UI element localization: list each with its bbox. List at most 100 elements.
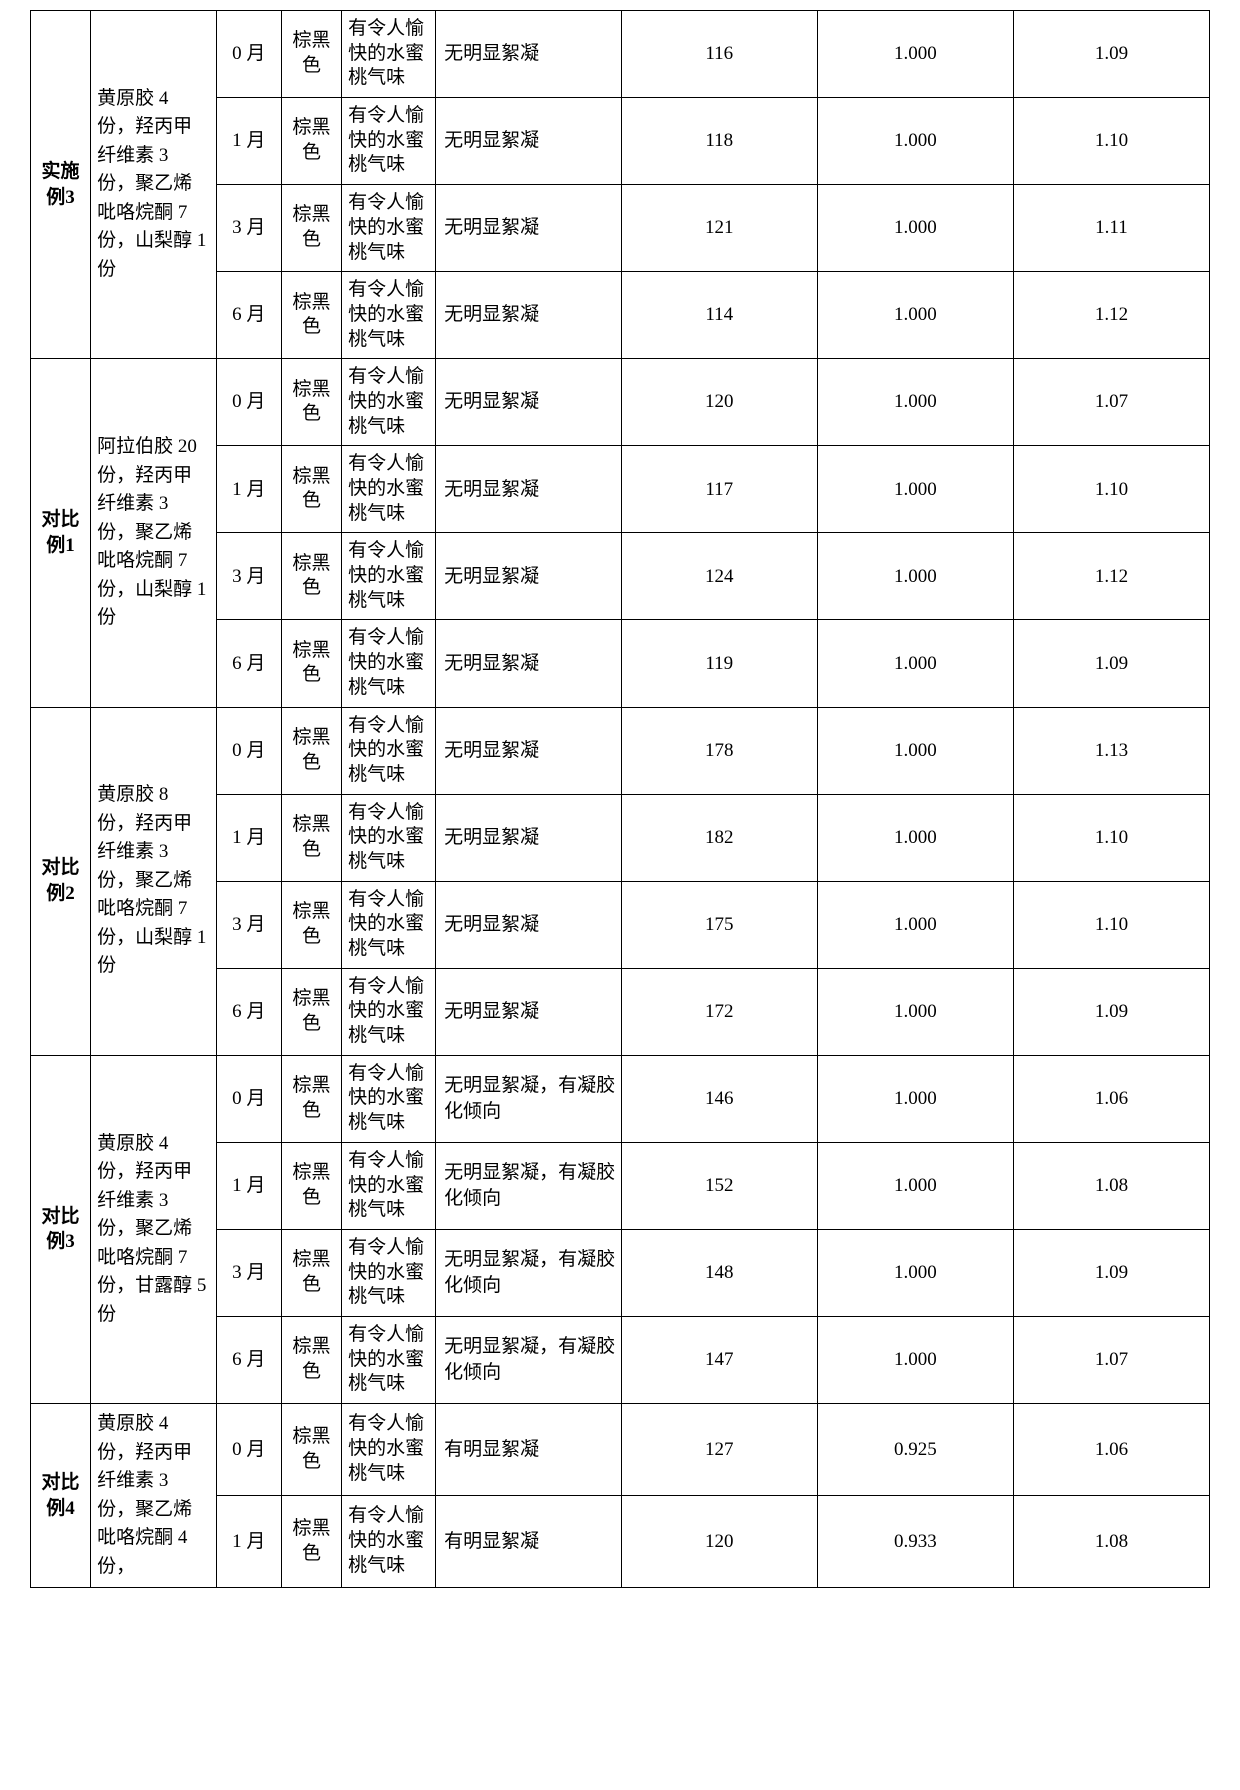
color-cell: 棕黑色 xyxy=(281,533,341,620)
value2-cell: 1.000 xyxy=(817,707,1013,794)
value1-cell: 121 xyxy=(621,185,817,272)
value2-cell: 1.000 xyxy=(817,1142,1013,1229)
state-cell: 无明显絮凝 xyxy=(436,533,622,620)
smell-cell: 有令人愉快的水蜜桃气味 xyxy=(342,1055,436,1142)
value3-cell: 1.10 xyxy=(1013,881,1209,968)
value2-cell: 1.000 xyxy=(817,794,1013,881)
value1-cell: 127 xyxy=(621,1404,817,1496)
value1-cell: 120 xyxy=(621,359,817,446)
smell-cell: 有令人愉快的水蜜桃气味 xyxy=(342,881,436,968)
value3-cell: 1.06 xyxy=(1013,1055,1209,1142)
value3-cell: 1.09 xyxy=(1013,1229,1209,1316)
smell-cell: 有令人愉快的水蜜桃气味 xyxy=(342,794,436,881)
state-cell: 无明显絮凝 xyxy=(436,185,622,272)
state-cell: 有明显絮凝 xyxy=(436,1496,622,1588)
formula-cell: 阿拉伯胶 20 份，羟丙甲纤维素 3 份，聚乙烯吡咯烷酮 7 份，山梨醇 1 份 xyxy=(91,359,216,707)
state-cell: 无明显絮凝，有凝胶化倾向 xyxy=(436,1316,622,1403)
value1-cell: 119 xyxy=(621,620,817,707)
time-cell: 3 月 xyxy=(216,533,281,620)
color-cell: 棕黑色 xyxy=(281,707,341,794)
value2-cell: 1.000 xyxy=(817,185,1013,272)
state-cell: 有明显絮凝 xyxy=(436,1404,622,1496)
time-cell: 0 月 xyxy=(216,1404,281,1496)
table-row: 对比例1阿拉伯胶 20 份，羟丙甲纤维素 3 份，聚乙烯吡咯烷酮 7 份，山梨醇… xyxy=(31,359,1210,446)
state-cell: 无明显絮凝 xyxy=(436,446,622,533)
smell-cell: 有令人愉快的水蜜桃气味 xyxy=(342,1496,436,1588)
value1-cell: 124 xyxy=(621,533,817,620)
time-cell: 1 月 xyxy=(216,98,281,185)
color-cell: 棕黑色 xyxy=(281,98,341,185)
value2-cell: 0.933 xyxy=(817,1496,1013,1588)
smell-cell: 有令人愉快的水蜜桃气味 xyxy=(342,620,436,707)
state-cell: 无明显絮凝 xyxy=(436,707,622,794)
smell-cell: 有令人愉快的水蜜桃气味 xyxy=(342,98,436,185)
value3-cell: 1.09 xyxy=(1013,11,1209,98)
group-name-cell: 对比例4 xyxy=(31,1404,91,1588)
color-cell: 棕黑色 xyxy=(281,11,341,98)
value3-cell: 1.06 xyxy=(1013,1404,1209,1496)
color-cell: 棕黑色 xyxy=(281,1229,341,1316)
smell-cell: 有令人愉快的水蜜桃气味 xyxy=(342,533,436,620)
value2-cell: 1.000 xyxy=(817,1055,1013,1142)
time-cell: 1 月 xyxy=(216,1142,281,1229)
value1-cell: 172 xyxy=(621,968,817,1055)
value1-cell: 182 xyxy=(621,794,817,881)
smell-cell: 有令人愉快的水蜜桃气味 xyxy=(342,707,436,794)
state-cell: 无明显絮凝，有凝胶化倾向 xyxy=(436,1142,622,1229)
state-cell: 无明显絮凝 xyxy=(436,11,622,98)
value2-cell: 1.000 xyxy=(817,1229,1013,1316)
value1-cell: 116 xyxy=(621,11,817,98)
smell-cell: 有令人愉快的水蜜桃气味 xyxy=(342,446,436,533)
value3-cell: 1.09 xyxy=(1013,968,1209,1055)
value2-cell: 1.000 xyxy=(817,446,1013,533)
smell-cell: 有令人愉快的水蜜桃气味 xyxy=(342,11,436,98)
color-cell: 棕黑色 xyxy=(281,881,341,968)
group-name-cell: 对比例3 xyxy=(31,1055,91,1403)
time-cell: 6 月 xyxy=(216,620,281,707)
state-cell: 无明显絮凝，有凝胶化倾向 xyxy=(436,1229,622,1316)
smell-cell: 有令人愉快的水蜜桃气味 xyxy=(342,968,436,1055)
value1-cell: 178 xyxy=(621,707,817,794)
value3-cell: 1.07 xyxy=(1013,359,1209,446)
color-cell: 棕黑色 xyxy=(281,185,341,272)
table-row: 对比例4黄原胶 4 份，羟丙甲纤维素 3 份，聚乙烯吡咯烷酮 4 份，0 月棕黑… xyxy=(31,1404,1210,1496)
value2-cell: 1.000 xyxy=(817,11,1013,98)
color-cell: 棕黑色 xyxy=(281,359,341,446)
color-cell: 棕黑色 xyxy=(281,446,341,533)
smell-cell: 有令人愉快的水蜜桃气味 xyxy=(342,185,436,272)
state-cell: 无明显絮凝，有凝胶化倾向 xyxy=(436,1055,622,1142)
color-cell: 棕黑色 xyxy=(281,794,341,881)
time-cell: 0 月 xyxy=(216,1055,281,1142)
value2-cell: 1.000 xyxy=(817,272,1013,359)
value1-cell: 118 xyxy=(621,98,817,185)
value3-cell: 1.10 xyxy=(1013,794,1209,881)
value3-cell: 1.10 xyxy=(1013,98,1209,185)
table-row: 对比例3黄原胶 4 份，羟丙甲纤维素 3 份，聚乙烯吡咯烷酮 7 份，甘露醇 5… xyxy=(31,1055,1210,1142)
value1-cell: 148 xyxy=(621,1229,817,1316)
color-cell: 棕黑色 xyxy=(281,1055,341,1142)
formula-cell: 黄原胶 4 份，羟丙甲纤维素 3 份，聚乙烯吡咯烷酮 4 份， xyxy=(91,1404,216,1588)
value1-cell: 120 xyxy=(621,1496,817,1588)
time-cell: 0 月 xyxy=(216,359,281,446)
group-name-cell: 对比例2 xyxy=(31,707,91,1055)
value2-cell: 1.000 xyxy=(817,620,1013,707)
color-cell: 棕黑色 xyxy=(281,272,341,359)
value1-cell: 117 xyxy=(621,446,817,533)
value1-cell: 147 xyxy=(621,1316,817,1403)
smell-cell: 有令人愉快的水蜜桃气味 xyxy=(342,1316,436,1403)
value1-cell: 114 xyxy=(621,272,817,359)
time-cell: 1 月 xyxy=(216,794,281,881)
value2-cell: 1.000 xyxy=(817,1316,1013,1403)
formula-cell: 黄原胶 4 份，羟丙甲纤维素 3 份，聚乙烯吡咯烷酮 7 份，山梨醇 1 份 xyxy=(91,11,216,359)
value3-cell: 1.08 xyxy=(1013,1142,1209,1229)
color-cell: 棕黑色 xyxy=(281,1404,341,1496)
value2-cell: 1.000 xyxy=(817,359,1013,446)
value3-cell: 1.08 xyxy=(1013,1496,1209,1588)
smell-cell: 有令人愉快的水蜜桃气味 xyxy=(342,1142,436,1229)
color-cell: 棕黑色 xyxy=(281,1316,341,1403)
color-cell: 棕黑色 xyxy=(281,1142,341,1229)
time-cell: 6 月 xyxy=(216,272,281,359)
time-cell: 3 月 xyxy=(216,185,281,272)
color-cell: 棕黑色 xyxy=(281,620,341,707)
time-cell: 1 月 xyxy=(216,1496,281,1588)
